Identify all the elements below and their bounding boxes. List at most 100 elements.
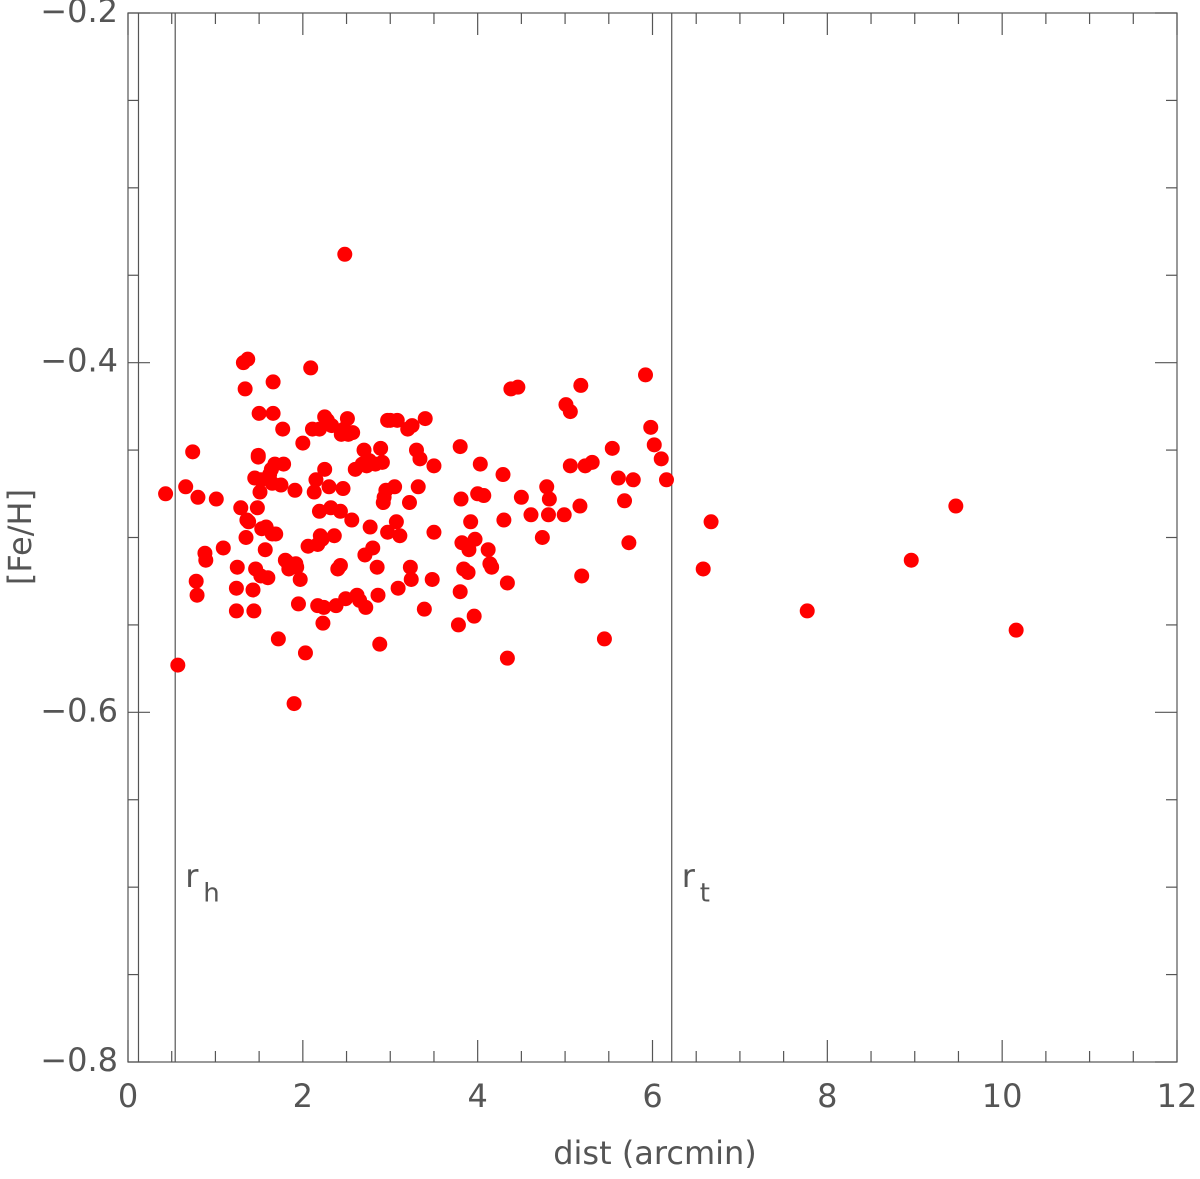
point (638, 367, 654, 383)
point (556, 507, 572, 523)
point (170, 657, 186, 673)
point (314, 531, 330, 547)
point (610, 470, 626, 486)
point (374, 454, 390, 470)
point (233, 500, 249, 516)
point (534, 530, 550, 545)
point (337, 246, 353, 262)
point (416, 601, 432, 617)
point (252, 484, 268, 500)
point (190, 489, 206, 505)
point (158, 486, 174, 502)
point (315, 615, 331, 631)
point (276, 456, 292, 472)
point (208, 491, 224, 507)
point (541, 491, 557, 507)
y-tick-label: −0.8 (40, 1041, 118, 1079)
point (572, 498, 588, 514)
point (250, 449, 266, 465)
point (178, 479, 194, 495)
x-axis-title: dist (arcmin) (553, 1134, 757, 1172)
x-tick-label: 2 (293, 1077, 313, 1115)
point (412, 451, 428, 467)
point (513, 489, 529, 505)
point (335, 481, 351, 497)
point (251, 405, 267, 421)
point (467, 531, 483, 547)
point (358, 599, 374, 615)
x-tick-label: 12 (1157, 1077, 1198, 1115)
point (289, 559, 305, 575)
point (273, 477, 289, 493)
point (389, 412, 405, 428)
point (539, 479, 555, 495)
point (287, 482, 303, 498)
point (238, 530, 254, 545)
point (596, 631, 612, 647)
point (275, 421, 291, 437)
point (643, 419, 659, 435)
y-axis-title: [Fe/H] (1, 489, 39, 585)
y-tick-label: −0.6 (40, 691, 118, 729)
point (574, 568, 590, 584)
point (373, 440, 389, 456)
point (540, 507, 556, 523)
point (453, 491, 469, 507)
point (290, 596, 306, 612)
y-tick-label: −0.2 (40, 0, 118, 30)
point (365, 540, 381, 556)
point (417, 411, 433, 427)
point (404, 418, 420, 434)
point (426, 458, 442, 474)
point (387, 479, 403, 495)
point (297, 645, 313, 661)
point (476, 488, 492, 504)
point (402, 559, 418, 575)
x-tick-label: 4 (467, 1077, 487, 1115)
point (286, 696, 302, 712)
point (369, 559, 385, 575)
point (332, 503, 348, 519)
point (228, 580, 244, 596)
point (185, 444, 201, 460)
point (450, 617, 466, 633)
point (306, 484, 322, 500)
point (452, 584, 468, 600)
x-tick-label: 0 (118, 1077, 138, 1115)
point (316, 599, 332, 615)
point (344, 512, 360, 528)
point (1008, 622, 1024, 638)
point (463, 514, 479, 530)
reference-label: r (682, 857, 696, 895)
point (339, 411, 355, 427)
point (265, 374, 281, 390)
point (392, 528, 408, 544)
point (903, 552, 919, 568)
point (303, 360, 319, 376)
point (345, 425, 361, 441)
point (380, 524, 396, 540)
point (241, 514, 257, 530)
point (573, 377, 589, 393)
point (948, 498, 964, 514)
point (198, 552, 214, 568)
point (499, 575, 515, 591)
point (338, 591, 354, 607)
point (311, 503, 327, 519)
point (401, 495, 417, 511)
point (240, 351, 256, 367)
point (426, 524, 442, 540)
point (562, 458, 578, 474)
point (332, 557, 348, 573)
point (484, 559, 500, 575)
point (388, 514, 404, 530)
point (245, 582, 261, 598)
point (295, 435, 311, 451)
point (229, 559, 245, 575)
y-tick-label: −0.4 (40, 342, 118, 380)
point (621, 535, 637, 551)
point (510, 379, 526, 395)
point (246, 603, 262, 619)
